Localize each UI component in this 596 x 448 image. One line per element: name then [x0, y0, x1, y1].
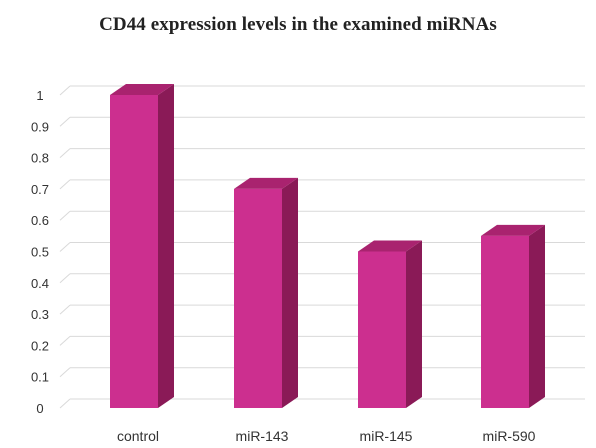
y-tick-label: 0.3: [31, 307, 49, 322]
y-tick-label: 0.7: [31, 182, 49, 197]
y-tick-label: 0.2: [31, 338, 49, 353]
x-tick-label: control: [117, 428, 159, 444]
gridline-side: [59, 367, 71, 378]
bar-top: [358, 240, 422, 252]
bar-front: [358, 251, 406, 408]
y-tick-label: 0.8: [31, 151, 49, 166]
gridline-side: [59, 85, 71, 96]
gridline-side: [59, 148, 71, 158]
gridline-side: [59, 210, 71, 221]
bar-side: [406, 240, 422, 408]
x-tick-label: miR-590: [483, 428, 536, 444]
x-tick-label: miR-143: [236, 428, 289, 444]
x-axis-labels: control miR-143 miR-145 miR-590: [117, 428, 536, 444]
gridline-side: [59, 242, 71, 252]
bar-control: [110, 84, 174, 408]
chart-title: CD44 expression levels in the examined m…: [99, 14, 497, 35]
y-tick-label: 0.1: [31, 370, 49, 385]
bar-miR-590: [481, 224, 545, 408]
gridline-side: [59, 116, 71, 127]
y-tick-label: 0.9: [31, 119, 49, 134]
bar-top: [110, 84, 174, 95]
y-tick-label: 0.4: [31, 276, 49, 291]
bar-side: [158, 84, 174, 408]
y-tick-label: 0: [36, 401, 43, 416]
gridline-side: [59, 336, 71, 346]
bars: [110, 84, 545, 408]
gridline-side: [59, 398, 71, 409]
bar-top: [234, 177, 298, 189]
bar-miR-145: [358, 240, 422, 408]
y-axis-ticks: 0 0.1 0.2 0.3 0.4 0.5 0.6 0.7 0.8 0.9 1: [31, 88, 49, 416]
bar-miR-143: [234, 177, 298, 408]
bar-front: [234, 188, 282, 408]
bar-side: [529, 224, 545, 408]
y-tick-label: 0.5: [31, 245, 49, 260]
bar-front: [481, 235, 529, 408]
bar-top: [481, 224, 545, 236]
gridline-side: [59, 304, 71, 315]
x-tick-label: miR-145: [360, 428, 413, 444]
y-tick-label: 1: [36, 88, 43, 103]
bar-side: [282, 177, 298, 408]
gridline-side: [59, 179, 71, 190]
gridline-side: [59, 273, 71, 284]
bar-front: [110, 95, 158, 408]
y-tick-label: 0.6: [31, 213, 49, 228]
